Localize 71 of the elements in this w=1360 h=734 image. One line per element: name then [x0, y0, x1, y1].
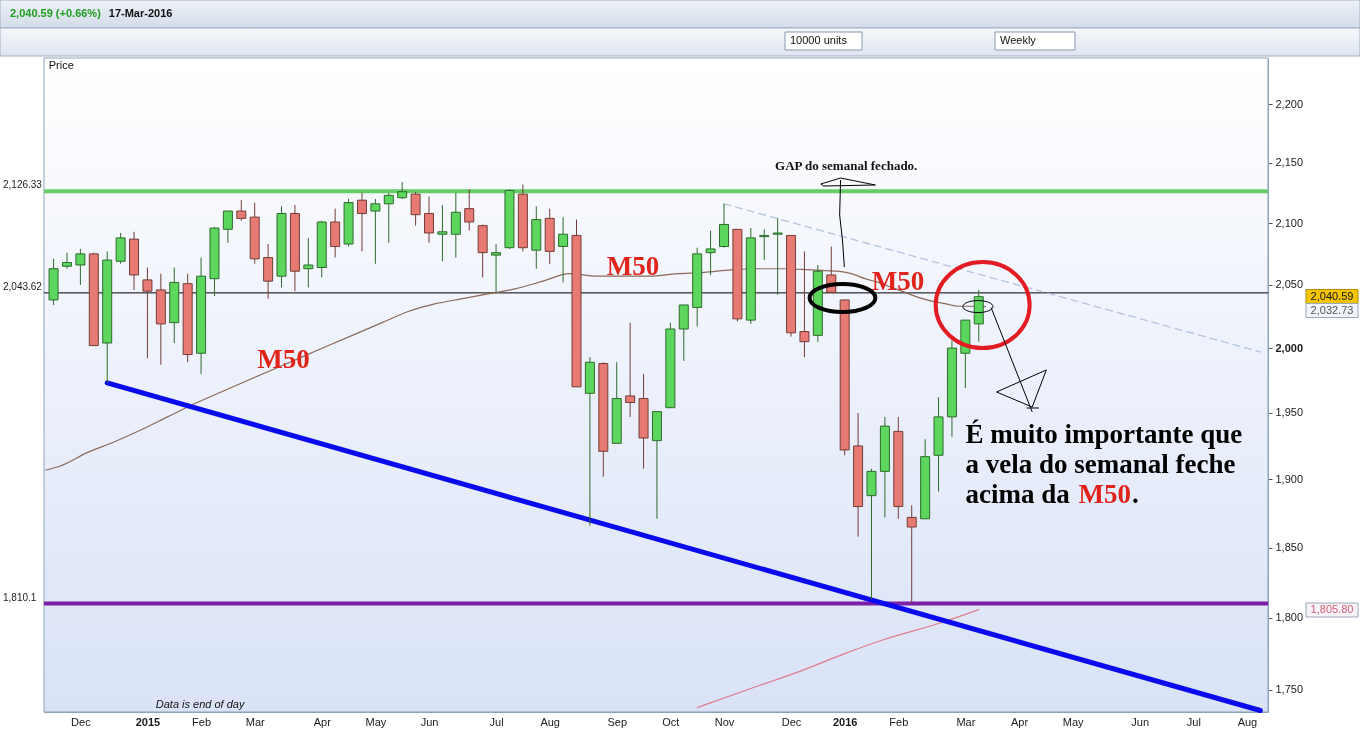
y-tick-label: 2,000	[1275, 341, 1304, 354]
x-tick-label: Dec	[781, 715, 802, 728]
y-tick-label: 2,200	[1275, 97, 1304, 110]
x-tick-label: Sep	[607, 715, 628, 728]
candlestick	[705, 230, 716, 276]
text: 1,805.80	[1310, 603, 1354, 615]
candlestick	[236, 199, 247, 222]
x-tick-label: Feb	[192, 715, 212, 728]
x-tick-label: Apr	[1010, 715, 1029, 728]
candlestick	[370, 198, 381, 265]
x-tick-label: Oct	[662, 715, 680, 728]
y-tick-label: 1,750	[1275, 683, 1304, 696]
candlestick	[75, 248, 86, 286]
x-tick-label: Jul	[489, 715, 504, 728]
candlestick	[719, 203, 729, 249]
x-tick-label: Apr	[313, 715, 332, 728]
candlestick	[906, 504, 917, 605]
chart-subtitle: 17-Mar-2016	[108, 7, 173, 19]
text: 10000 units	[790, 34, 848, 46]
annotation: M50	[606, 250, 660, 281]
x-tick-label: Jun	[420, 715, 439, 728]
y-tick-label: 1,950	[1275, 406, 1304, 419]
x-tick-label: Feb	[889, 715, 909, 728]
ref-line-label: 1,810.1	[3, 591, 37, 603]
x-tick-label: Jun	[1131, 715, 1150, 728]
candlestick	[464, 188, 475, 232]
x-tick-label: May	[1062, 715, 1085, 728]
text: 2,032.73	[1310, 303, 1354, 316]
candlestick	[799, 250, 810, 358]
line-series	[696, 609, 980, 709]
x-tick-label: Mar	[245, 715, 266, 728]
y-tick-label: 1,850	[1275, 541, 1304, 554]
x-tick-label: Jul	[1186, 715, 1201, 728]
ref-line-label: 2,126.33	[3, 179, 43, 191]
x-tick-label: Dec	[71, 715, 92, 728]
candlestick	[263, 243, 274, 300]
x-tick-label: May	[365, 715, 387, 728]
chart-title: 2,040.59 (+0.66%)	[10, 7, 102, 19]
x-tick-label: 2016	[832, 715, 858, 728]
candlestick	[759, 228, 770, 261]
candlestick	[356, 192, 367, 252]
candlestick	[625, 322, 636, 418]
y-tick-label: 2,100	[1275, 216, 1304, 229]
x-tick-label: Aug	[540, 715, 560, 728]
candlestick	[772, 217, 783, 296]
annotation: M50	[871, 265, 925, 296]
y-tick-label: 1,800	[1275, 611, 1304, 624]
candlestick	[61, 252, 72, 270]
candlestick	[303, 237, 314, 288]
annotation: É muito importante que a vela do semanal feche acima da M50.	[965, 419, 1243, 509]
candlestick	[222, 210, 233, 244]
candlestick	[424, 196, 435, 244]
y-tick-label: 2,150	[1275, 156, 1304, 169]
y-tick-label: 2,050	[1275, 278, 1304, 291]
candlestick	[491, 243, 502, 293]
candlestick	[410, 191, 421, 227]
text: Weekly	[1000, 34, 1037, 46]
candlestick	[142, 266, 153, 359]
candlestick	[115, 232, 126, 265]
candlestick	[437, 204, 448, 262]
x-tick-label: 2015	[135, 715, 161, 728]
text: 2,040.59	[1310, 289, 1354, 302]
annotation: Price	[48, 59, 74, 71]
annotation: GAP do semanal fechado.	[775, 158, 918, 173]
x-tick-label: Mar	[956, 715, 976, 728]
x-tick-label: Nov	[714, 715, 735, 728]
candlestick	[558, 216, 569, 283]
annotation: Data is end of day	[155, 698, 246, 710]
ref-line-label: 2,043.62	[3, 280, 43, 292]
y-tick-label: 1,900	[1275, 472, 1304, 485]
x-tick-label: Aug	[1237, 715, 1258, 728]
